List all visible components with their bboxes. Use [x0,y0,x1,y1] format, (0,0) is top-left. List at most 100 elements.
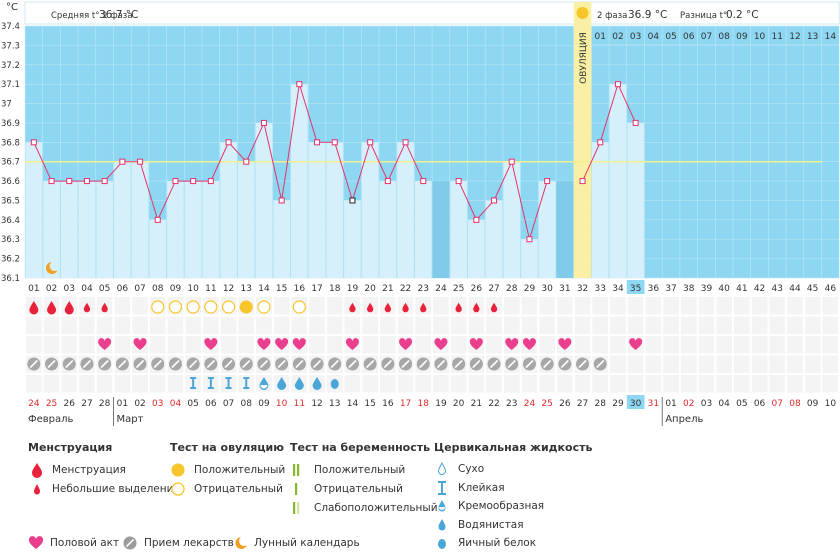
cycle-day-label: 37 [665,284,676,294]
grid-cell [663,316,679,334]
header-bar [24,1,840,25]
date-label: 07 [772,399,783,409]
temp-bar [627,122,644,278]
phase2-day-label: 04 [648,32,660,42]
grid-cell [751,316,768,334]
diff-value: 0.2 °C [726,9,759,21]
highlight-date-box [626,395,645,409]
date-label: 01 [665,399,676,409]
date-label: 30 [630,399,642,409]
legend-label: Отрицательный [194,482,283,495]
heart-icon [469,338,483,350]
temp-bar [397,142,414,278]
grid-cell [769,355,786,373]
pill-icon-stroke [454,359,463,369]
heart-icon [558,338,572,350]
date-label: 04 [170,399,182,409]
pill-icon-stroke [578,359,587,369]
temp-bar [432,181,450,278]
date-label: 10 [825,399,837,409]
grid-cell [362,375,378,393]
date-label: 20 [453,399,465,409]
cycle-day-label: 42 [754,284,765,294]
grid-cell [716,297,732,315]
grid-cell [291,316,308,334]
temp-bar [184,181,202,278]
pill-icon-stroke [189,359,198,369]
pill-icon-stroke [82,359,92,369]
temp-bar [450,181,467,278]
grid-cell [751,375,768,393]
grid-cell [26,375,42,393]
cycle-day-label: 14 [258,284,270,294]
temperature-point [579,178,586,185]
grid-cell [415,375,432,393]
legend-ovulation-test: Тест на овуляцию Положительный Отрицател… [170,441,285,498]
temperature-point [66,178,73,185]
cycle-day-label: 09 [170,284,182,294]
temperature-point [614,81,621,88]
cycle-day-label: 33 [595,284,606,294]
date-label: 24 [524,399,536,409]
y-tick-label: 37.4 [1,22,20,32]
grid-cell [468,375,485,393]
y-tick-label: 37.1 [1,80,20,90]
grid-cell [380,336,396,354]
grid-cell [539,297,555,315]
grid-cell [61,336,78,354]
grid-cell [486,316,502,334]
circle-filled-icon [171,463,185,476]
phase2-value: 36.9 °C [628,9,667,21]
temp-bar [538,181,556,278]
pill-icon-stroke [206,359,215,369]
temp-bar [521,239,538,278]
drop-small-icon [83,302,91,313]
date-label: 03 [152,399,163,409]
circle-outline-icon [292,300,306,314]
pill-icon-stroke [47,359,56,369]
date-label: 26 [64,399,76,409]
cycle-day-label: 02 [46,284,57,294]
cycle-day-label: 26 [471,284,483,294]
temperature-point [632,119,639,126]
drop-small-icon [473,302,480,313]
grid-cell [680,336,697,354]
grid-cell [698,297,715,315]
temperature-point [384,178,391,185]
grid-cell [610,336,626,354]
date-label: 06 [205,399,217,409]
grid-cell [592,336,609,354]
heart-icon [629,338,643,350]
legend-label: Прием лекарств [144,537,234,549]
grid-cell [503,316,520,334]
date-label: 08 [789,399,801,409]
legend-item: Сухо [434,460,592,479]
grid-cell [610,297,626,315]
grid-cell [645,375,662,393]
phase2-day-label: 08 [718,32,730,42]
date-label: 28 [595,399,607,409]
date-label: 05 [187,399,198,409]
grid-cell [397,375,414,393]
pill-icon [123,536,137,550]
pill-icon-stroke [224,359,233,369]
watery-drop-icon [312,377,322,390]
grid-cell [610,316,626,334]
cycle-day-label: 36 [648,284,660,294]
legend-item: Менструация [28,460,180,479]
legend-intercourse: Половой акт [28,536,119,550]
cycle-day-label: 06 [117,284,129,294]
grid-cell [362,336,378,354]
cycle-day-label: 46 [825,284,837,294]
y-tick-label: 36.3 [1,235,20,245]
y-tick-label: 36.1 [1,274,20,284]
temp-bar [308,142,326,278]
grid-cell [273,297,290,315]
cycle-day-label: 27 [488,284,499,294]
grid-cell [716,316,732,334]
cycle-day-label: 45 [807,284,818,294]
heart-icon [204,338,218,350]
date-label: 14 [347,399,359,409]
pill-icon-stroke [366,359,375,369]
cycle-day-label: 13 [241,284,252,294]
